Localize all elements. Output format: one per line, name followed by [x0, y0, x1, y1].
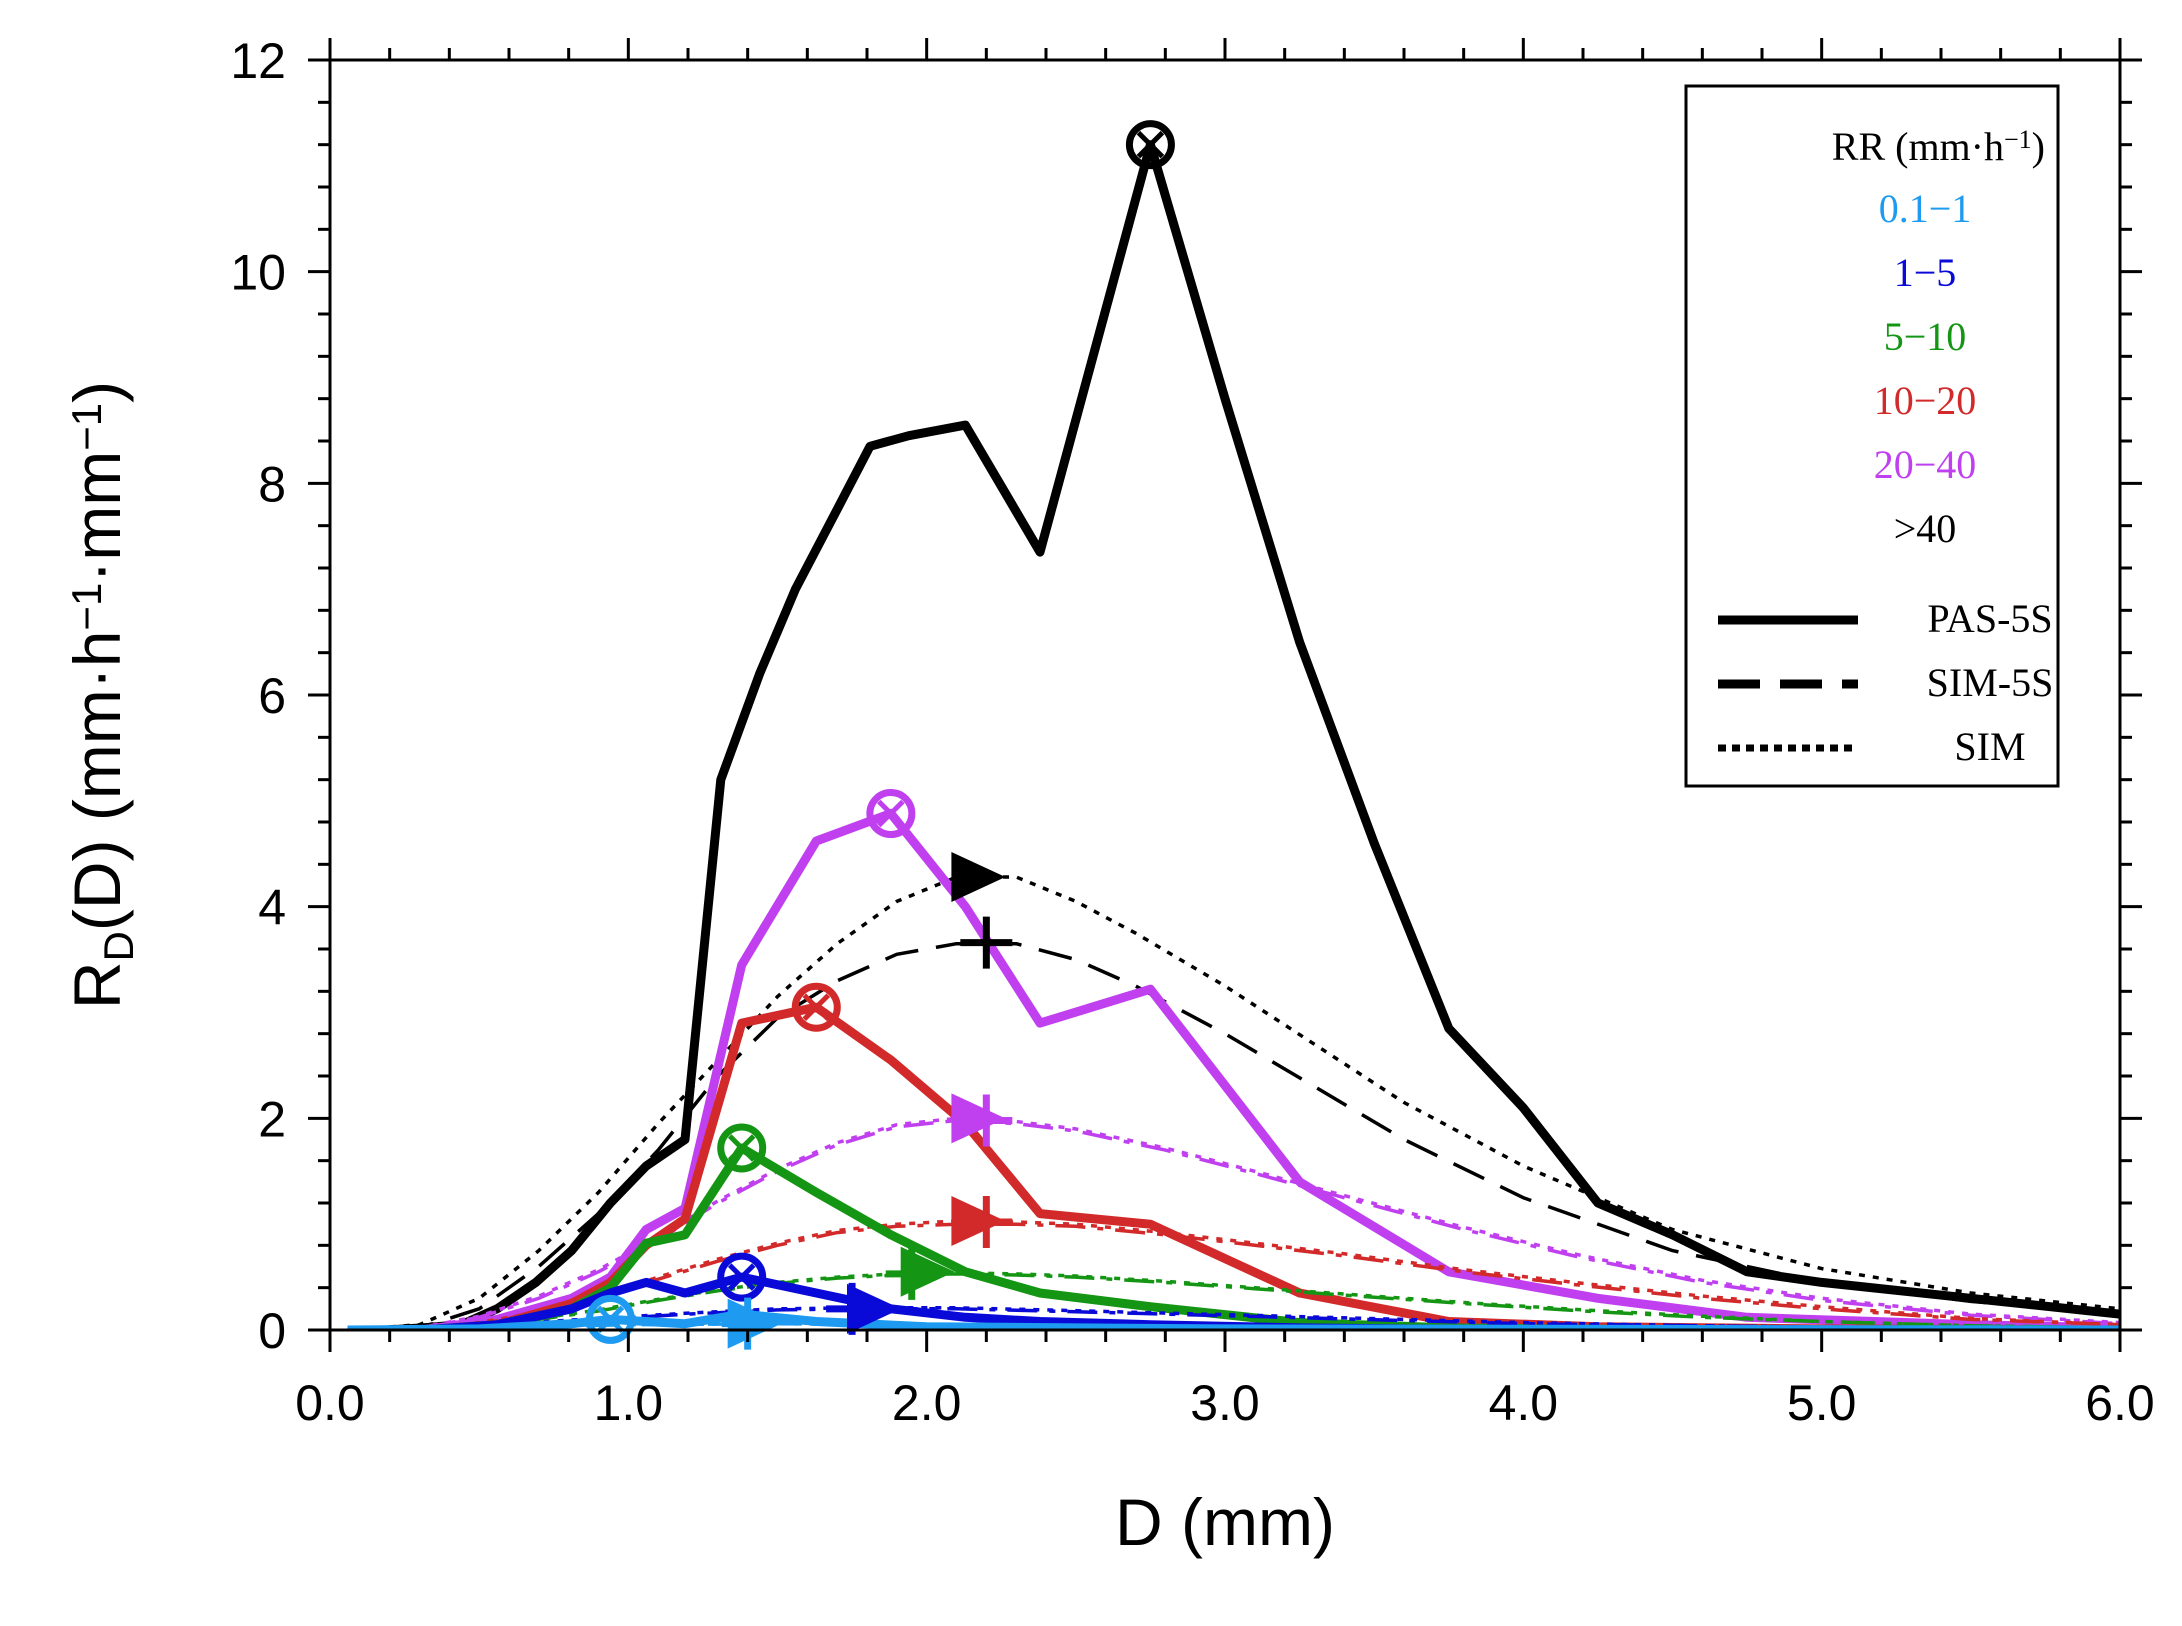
y-tick-label: 2 [258, 1091, 286, 1147]
x-axis-title: D (mm) [1115, 1485, 1335, 1559]
marker-triangle-6 [951, 852, 1006, 903]
y-title-units: (D) (mm·h [60, 631, 134, 932]
marker-cross [877, 799, 905, 828]
marker-plus [960, 916, 1013, 969]
legend-class-10-20: 10−20 [1874, 378, 1977, 423]
legend-class-0-1-1: 0.1−1 [1879, 186, 1972, 231]
marker-plus [826, 1282, 879, 1335]
y-tick-label: 6 [258, 668, 286, 724]
x-tick-label: 2.0 [892, 1375, 962, 1431]
marker-plus-13 [885, 1247, 938, 1300]
marker-plus [960, 1094, 1013, 1147]
marker-cross [596, 1305, 625, 1334]
marker-circle [717, 1252, 767, 1302]
marker-plus [885, 1247, 938, 1300]
marker-circle [585, 1294, 635, 1344]
marker-circle-x-3 [717, 1123, 767, 1173]
y-tick-label: 12 [230, 33, 286, 89]
x-tick-label: 6.0 [2085, 1375, 2155, 1431]
x-tick-label: 1.0 [594, 1375, 664, 1431]
legend-style-pas-5s: PAS-5S [1927, 596, 2052, 641]
series-line-40-sim [347, 875, 2120, 1330]
y-tick-label: 4 [258, 880, 286, 936]
y-title-main: R [60, 961, 134, 1009]
series-line-0-1-1-sim [347, 1321, 2120, 1330]
marker-circle-x-2 [791, 982, 841, 1032]
legend-style-sim: SIM [1954, 724, 2025, 769]
y-title-superscript-2: −1 [63, 403, 110, 451]
series-line-20-40-sim [347, 1116, 2120, 1330]
legend-title-end: ) [2032, 124, 2045, 169]
legend-style-sim-5s: SIM-5S [1927, 660, 2054, 705]
marker-circle [866, 789, 916, 839]
legend-class-1-5: 1−5 [1894, 250, 1957, 295]
marker-plus [960, 1196, 1013, 1249]
marker-circle [1125, 120, 1175, 170]
legend-title-main: RR (mm·h [1832, 124, 2004, 169]
y-title-close: ) [60, 381, 134, 403]
legend: RR (mm·h−1) 0.1−1 1−5 5−10 10−20 20−40 >40 PAS-… [1684, 84, 2060, 788]
series-line-1-5-sim [347, 1306, 2120, 1330]
y-tick-label: 8 [258, 456, 286, 512]
marker-cross [727, 1263, 756, 1291]
marker-cross [1136, 130, 1165, 159]
marker-plus-15 [826, 1282, 879, 1335]
marker-circle-x-0 [1125, 120, 1175, 170]
marker-layer [585, 120, 1175, 1350]
y-title-units-2: ·mm [60, 451, 134, 583]
legend-title-sup: −1 [2004, 125, 2032, 154]
marker-plus-9 [960, 1094, 1013, 1147]
marker-triangle [951, 852, 1006, 903]
marker-cross [802, 993, 831, 1021]
series-line-20-40-pas-5s [347, 809, 2120, 1330]
legend-class-5-10: 5−10 [1884, 314, 1967, 359]
y-tick-label: 0 [258, 1303, 286, 1359]
marker-plus-11 [960, 1196, 1013, 1249]
marker-circle-x-4 [717, 1252, 767, 1302]
x-tick-label: 5.0 [1787, 1375, 1857, 1431]
series-line-0-1-1-sim-5s [347, 1321, 2120, 1330]
marker-circle-x-5 [585, 1294, 635, 1344]
axes: 0.0 1.0 2.0 3.0 4.0 5.0 6.0 0 2 4 6 8 10 12 D (mm) RD(D… [60, 33, 2155, 1559]
y-title-superscript: −1 [63, 583, 110, 631]
legend-title: RR (mm·h−1) [1832, 124, 2045, 169]
x-tick-label: 0.0 [295, 1375, 365, 1431]
marker-circle [791, 982, 841, 1032]
series-line-40-sim-5s [347, 941, 2120, 1330]
x-tick-label: 4.0 [1489, 1375, 1559, 1431]
legend-box [1684, 84, 2060, 788]
legend-class-20-40: 20−40 [1874, 442, 1977, 487]
y-title-subscript: D [95, 931, 142, 961]
y-tick-label: 10 [230, 245, 286, 301]
marker-circle [717, 1123, 767, 1173]
marker-plus-7 [960, 916, 1013, 969]
x-tick-label: 3.0 [1190, 1375, 1260, 1431]
marker-circle-x-1 [866, 789, 916, 839]
legend-class-40: >40 [1894, 506, 1957, 551]
series-line-40-pas-5s [347, 140, 2120, 1330]
y-axis-title: RD(D) (mm·h−1·mm−1) [60, 381, 142, 1009]
marker-cross [727, 1134, 756, 1162]
